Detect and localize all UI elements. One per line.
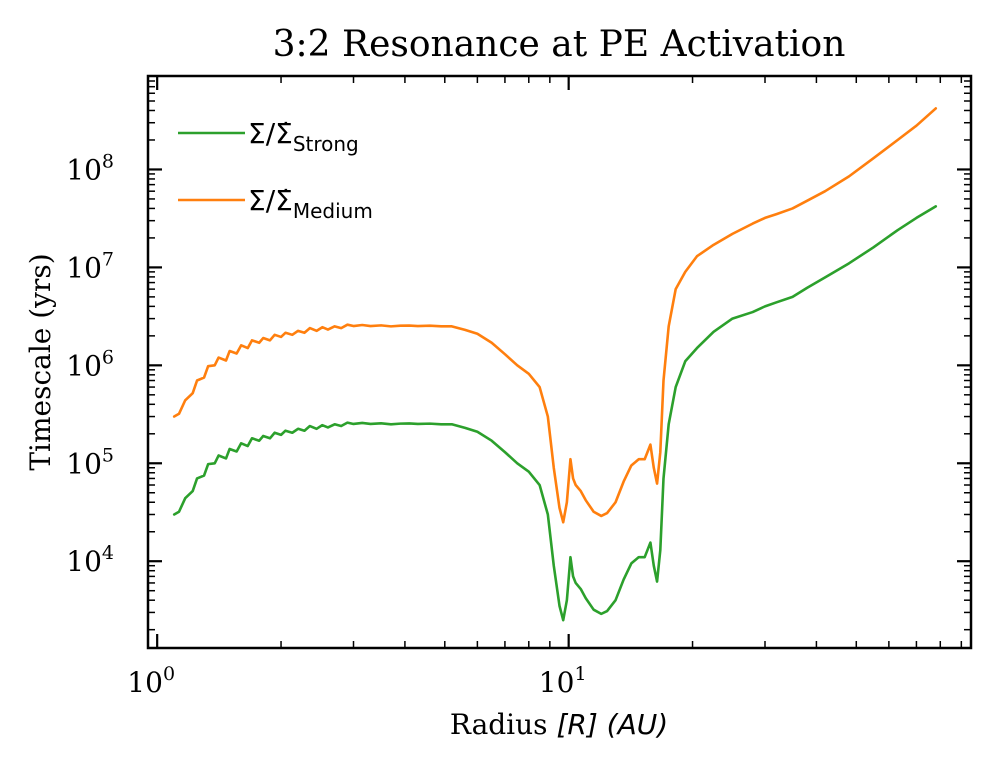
x-tick-label: 100 — [127, 663, 175, 699]
plot-frame — [146, 74, 973, 650]
y-tick-label: 107 — [66, 248, 114, 284]
y-axis-label: Timescale (yrs) — [24, 253, 57, 470]
chart-title: 3:2 Resonance at PE Activation — [273, 24, 846, 65]
x-axis-label: Radius [R] (AU) — [450, 708, 668, 741]
x-axis-label-units: [R] (AU) — [556, 708, 668, 741]
legend: Σ/Σ̇Strong Σ/Σ̇Medium — [178, 117, 373, 223]
series-line-strong — [172, 205, 938, 622]
y-tick-label: 105 — [66, 444, 114, 480]
series-layer — [172, 107, 938, 622]
legend-label-strong: Σ/Σ̇Strong — [248, 117, 359, 156]
legend-label-medium: Σ/Σ̇Medium — [248, 184, 373, 223]
y-tick-label: 104 — [66, 542, 114, 578]
y-tick-label: 108 — [66, 150, 114, 186]
tick-labels: 100 101 104 105 106 107 108 — [66, 150, 586, 699]
y-tick-label: 106 — [66, 346, 114, 382]
x-tick-label: 101 — [539, 663, 587, 699]
ticks-layer — [148, 75, 971, 648]
series-line-medium — [172, 107, 938, 524]
x-axis-label-text: Radius — [450, 708, 557, 741]
